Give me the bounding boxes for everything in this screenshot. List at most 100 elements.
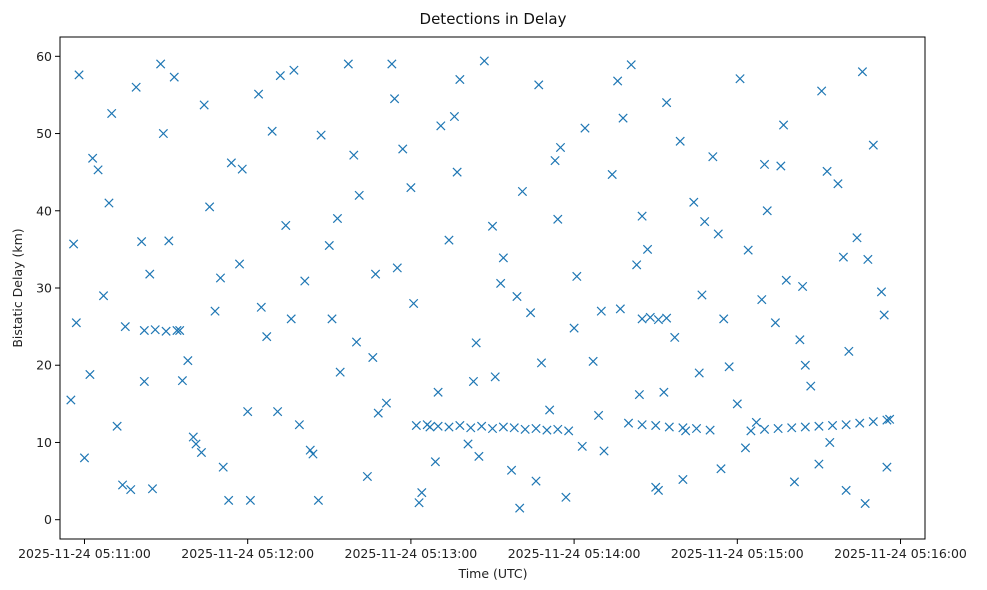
data-point <box>136 237 147 247</box>
data-point <box>806 381 816 391</box>
data-point <box>253 89 264 99</box>
y-tick-label: 0 <box>44 512 52 527</box>
data-point <box>191 439 201 449</box>
data-point <box>313 495 324 506</box>
data-point <box>294 420 304 430</box>
data-point <box>498 422 509 432</box>
data-point <box>822 166 832 177</box>
data-point <box>408 298 419 309</box>
data-point <box>678 474 688 485</box>
data-point <box>498 253 509 263</box>
data-point <box>237 164 247 174</box>
data-point <box>708 152 718 162</box>
data-point <box>449 111 460 122</box>
data-point <box>797 281 808 292</box>
data-point <box>381 398 392 408</box>
y-tick-label: 60 <box>36 49 52 64</box>
data-point <box>634 389 645 400</box>
data-point <box>876 287 887 297</box>
data-point <box>316 130 326 140</box>
data-point <box>716 464 726 474</box>
data-point <box>444 422 454 432</box>
y-tick-label: 50 <box>36 126 52 141</box>
y-axis: 0 10 20 30 40 50 60 <box>36 49 60 527</box>
data-point <box>800 422 810 432</box>
data-point <box>183 355 193 366</box>
data-point <box>615 304 625 314</box>
data-point <box>670 332 680 343</box>
data-point <box>572 271 582 282</box>
data-point <box>593 410 604 421</box>
data-point <box>661 313 672 323</box>
data-point <box>417 488 427 498</box>
data-point <box>411 420 421 431</box>
data-point <box>814 459 824 469</box>
data-point <box>300 276 310 286</box>
data-point <box>104 198 114 208</box>
data-point <box>370 269 381 279</box>
data-point <box>531 476 541 486</box>
data-point <box>234 259 245 269</box>
data-point <box>455 420 465 431</box>
data-point <box>281 220 291 231</box>
data-point <box>588 356 598 366</box>
data-point <box>490 372 500 382</box>
data-point <box>196 447 207 458</box>
data-point <box>436 121 446 131</box>
data-point <box>139 376 149 387</box>
data-point <box>882 462 892 472</box>
data-point <box>757 294 767 305</box>
data-point <box>272 406 283 417</box>
data-point <box>613 76 623 86</box>
data-point <box>637 420 647 430</box>
data-point <box>466 423 476 433</box>
data-point <box>139 325 149 336</box>
data-point <box>561 492 571 502</box>
data-point <box>515 503 525 513</box>
data-point <box>479 56 489 66</box>
data-point <box>267 126 277 136</box>
data-point <box>553 424 563 434</box>
data-point <box>324 240 334 251</box>
data-point <box>651 482 661 492</box>
data-point <box>759 424 770 434</box>
data-point <box>373 408 383 418</box>
data-point <box>599 446 609 456</box>
data-point <box>199 100 209 110</box>
data-point <box>664 422 674 432</box>
data-point <box>841 420 851 430</box>
chart-title: Detections in Delay <box>420 10 567 28</box>
data-point <box>781 275 791 285</box>
data-point <box>732 399 742 409</box>
x-tick-label: 2025-11-24 05:11:00 <box>18 546 151 561</box>
data-point <box>468 376 479 387</box>
data-point <box>743 245 753 255</box>
data-point <box>406 182 416 193</box>
data-point <box>327 314 337 324</box>
data-point <box>626 60 636 70</box>
y-tick-label: 30 <box>36 281 52 296</box>
data-point <box>433 421 443 431</box>
data-point <box>188 432 198 442</box>
data-point <box>368 352 378 363</box>
data-point <box>496 278 506 288</box>
data-point <box>776 161 786 171</box>
data-point <box>814 421 824 431</box>
data-point <box>398 144 408 154</box>
data-point <box>433 387 443 397</box>
data-point <box>107 108 117 119</box>
data-point <box>517 186 528 197</box>
data-point <box>800 360 810 370</box>
data-point <box>637 211 647 221</box>
data-point <box>79 453 90 463</box>
data-point <box>550 155 560 166</box>
x-tick-label: 2025-11-24 05:13:00 <box>345 546 478 561</box>
data-point <box>770 318 781 328</box>
data-point <box>68 239 79 249</box>
data-point <box>362 471 372 482</box>
data-point <box>224 495 234 506</box>
data-point <box>177 376 188 386</box>
data-point <box>637 314 647 324</box>
